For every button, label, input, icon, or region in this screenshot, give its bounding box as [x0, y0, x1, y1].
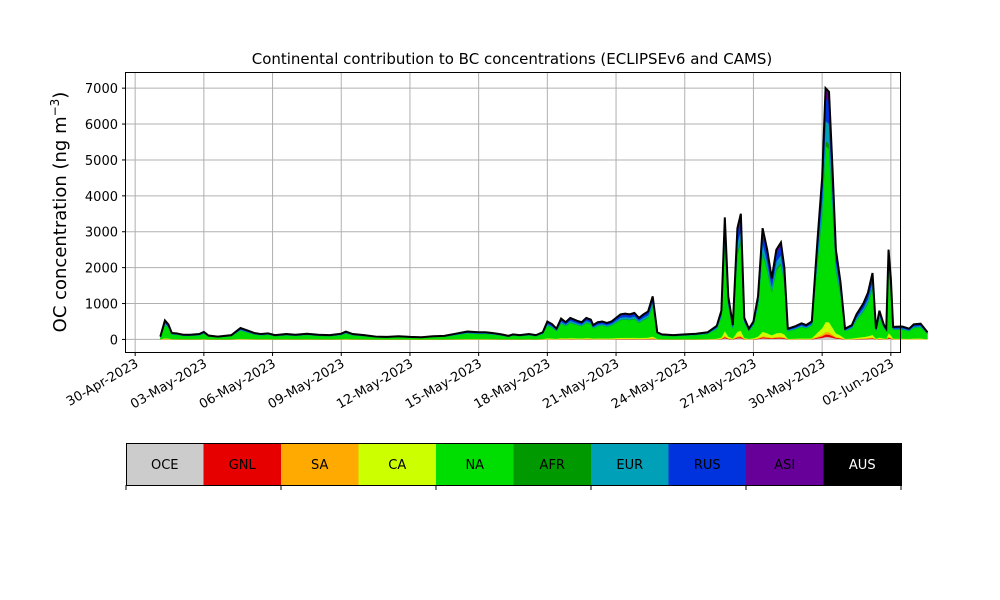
legend-label-eur: EUR	[616, 458, 643, 473]
legend-swatch-ca	[358, 443, 436, 485]
legend-frame	[126, 443, 902, 486]
legend-swatch-afr	[513, 443, 591, 485]
region-colorbar-legend: OCE GNL SA CA NA AFR EUR RUS ASI AUS	[125, 443, 902, 490]
legend-swatch-aus	[823, 443, 901, 485]
legend-swatch-gnl	[203, 443, 281, 485]
x-tick-label-3: 09-May-2023	[266, 356, 348, 412]
x-tick-label-4: 12-May-2023	[334, 356, 416, 412]
y-tick-label-5: 5000	[85, 154, 118, 169]
x-tick-label-10: 30-May-2023	[746, 356, 828, 412]
x-tick-label-2: 06-May-2023	[197, 356, 279, 412]
legend-swatch-oce	[126, 443, 204, 485]
legend-label-asi: ASI	[774, 458, 795, 473]
y-tick-label-4: 4000	[85, 190, 118, 205]
plot-frame	[125, 72, 901, 353]
y-axis: 0 1000 2000 3000 4000 5000 6000 7000	[85, 82, 126, 348]
y-tick-label-6: 6000	[85, 118, 118, 133]
y-tick-label-2: 2000	[85, 262, 118, 277]
x-tick-label-5: 15-May-2023	[403, 356, 485, 412]
legend-swatch-na	[436, 443, 514, 485]
legend-label-ca: CA	[388, 458, 406, 473]
legend-label-sa: SA	[311, 458, 328, 473]
y-tick-label-1: 1000	[85, 298, 118, 313]
y-tick-label-7: 7000	[85, 82, 118, 97]
chart-title: Continental contribution to BC concentra…	[252, 50, 773, 68]
x-tick-label-8: 24-May-2023	[609, 356, 691, 412]
y-axis-label-superscript: −3	[48, 99, 62, 117]
y-tick-label-3: 3000	[85, 226, 118, 241]
y-axis-label: OC concentration (ng m−3)	[48, 92, 71, 333]
y-tick-label-0: 0	[110, 333, 118, 348]
grid-lines	[126, 72, 900, 352]
y-axis-label-text: OC concentration (ng m	[50, 116, 71, 332]
legend-label-aus: AUS	[849, 458, 876, 473]
legend-swatch-eur	[591, 443, 669, 485]
legend-swatch-asi	[746, 443, 824, 485]
legend-label-na: NA	[465, 458, 484, 473]
x-tick-label-11: 02-Jun-2023	[820, 356, 897, 409]
x-tick-label-1: 03-May-2023	[128, 356, 210, 412]
legend-swatch-sa	[281, 443, 359, 485]
legend-label-gnl: GNL	[229, 458, 257, 473]
legend-label-rus: RUS	[694, 458, 721, 473]
legend-label-oce: OCE	[151, 458, 179, 473]
y-axis-label-suffix: )	[50, 92, 71, 99]
x-axis: 30-Apr-202303-May-202306-May-202309-May-…	[64, 352, 897, 412]
total-line	[159, 85, 929, 339]
legend-swatch-rus	[668, 443, 746, 485]
x-tick-label-6: 18-May-2023	[472, 356, 554, 412]
x-tick-label-7: 21-May-2023	[540, 356, 622, 412]
legend-label-afr: AFR	[540, 458, 565, 473]
x-tick-label-9: 27-May-2023	[678, 356, 760, 412]
